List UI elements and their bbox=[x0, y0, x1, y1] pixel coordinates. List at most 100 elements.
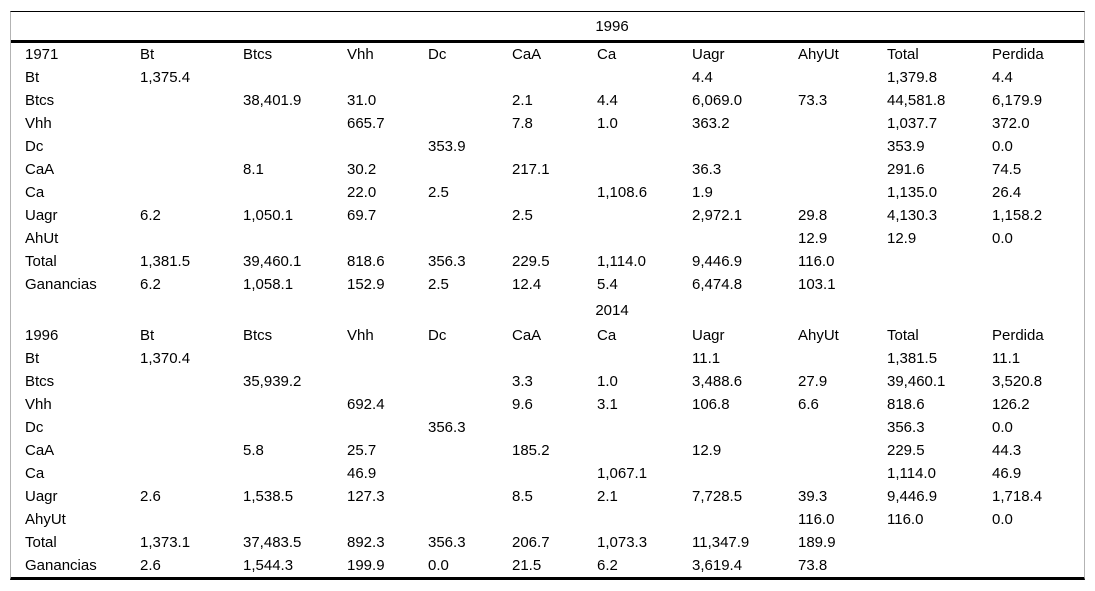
row-label: AhyUt bbox=[25, 511, 66, 528]
value-cell: 2.5 bbox=[428, 276, 449, 293]
value-cell bbox=[229, 112, 333, 135]
value-cell bbox=[583, 508, 678, 531]
value-cell: 1,158.2 bbox=[992, 207, 1043, 224]
value-cell bbox=[414, 370, 498, 393]
value-cell: 9,446.9 bbox=[692, 253, 743, 270]
table-row: Btcs 38,401.9 31.0 2.1 4.4 6,069.0 73.3 44,581.… bbox=[11, 89, 1084, 112]
value-cell: 27.9 bbox=[798, 373, 828, 390]
row-label: Bt bbox=[25, 350, 40, 367]
value-cell bbox=[498, 462, 583, 485]
value-cell: 1,538.5 bbox=[243, 488, 294, 505]
value-cell: 6,474.8 bbox=[692, 276, 743, 293]
value-cell: 21.5 bbox=[512, 557, 542, 574]
value-cell bbox=[784, 181, 873, 204]
value-cell: 25.7 bbox=[347, 442, 377, 459]
value-cell: 103.1 bbox=[798, 276, 836, 293]
value-cell bbox=[229, 462, 333, 485]
value-cell: 0.0 bbox=[992, 419, 1013, 436]
row-label: Vhh bbox=[25, 396, 52, 413]
column-header: Total bbox=[887, 327, 919, 344]
column-header: AhyUt bbox=[798, 46, 839, 63]
table-row: Btcs 35,939.2 3.3 1.0 3,488.6 27.9 39,460.1 3,5… bbox=[11, 370, 1084, 393]
column-header: CaA bbox=[512, 327, 542, 344]
value-cell: 73.8 bbox=[798, 557, 828, 574]
value-cell bbox=[126, 181, 229, 204]
value-cell: 1,370.4 bbox=[140, 350, 191, 367]
value-cell: 0.0 bbox=[992, 138, 1013, 155]
row-header-year: 1996 bbox=[25, 327, 59, 344]
row-label: Dc bbox=[25, 138, 44, 155]
value-cell: 31.0 bbox=[347, 92, 377, 109]
value-cell: 372.0 bbox=[992, 115, 1030, 132]
value-cell: 11.1 bbox=[992, 350, 1021, 367]
section-caption-row: 1996 bbox=[11, 12, 1085, 43]
value-cell: 1,114.0 bbox=[887, 465, 936, 482]
column-header: Vhh bbox=[347, 327, 374, 344]
value-cell: 9,446.9 bbox=[887, 488, 938, 505]
value-cell: 74.5 bbox=[992, 161, 1022, 178]
value-cell bbox=[678, 227, 784, 250]
value-cell bbox=[414, 112, 498, 135]
value-cell bbox=[414, 66, 498, 89]
value-cell bbox=[583, 439, 678, 462]
value-cell bbox=[333, 416, 414, 439]
column-header: Uagr bbox=[692, 46, 725, 63]
value-cell bbox=[414, 347, 498, 370]
value-cell bbox=[229, 347, 333, 370]
value-cell: 8.1 bbox=[243, 161, 264, 178]
value-cell: 818.6 bbox=[887, 396, 925, 413]
row-label: Ganancias bbox=[25, 557, 97, 574]
value-cell: 1,379.8 bbox=[887, 69, 938, 86]
table-row: AhUt 12.9 12.9 0.0 bbox=[11, 227, 1084, 250]
value-cell: 2.5 bbox=[428, 184, 449, 201]
column-header: Perdida bbox=[992, 327, 1044, 344]
value-cell: 73.3 bbox=[798, 92, 828, 109]
value-cell: 39,460.1 bbox=[887, 373, 946, 390]
value-cell: 12.9 bbox=[692, 442, 722, 459]
value-cell bbox=[678, 462, 784, 485]
value-cell: 4.4 bbox=[992, 69, 1013, 86]
table-row: Ca 22.0 2.5 1,108.6 1.9 1,135.0 26.4 bbox=[11, 181, 1084, 204]
value-cell bbox=[873, 273, 978, 296]
table-row: Uagr 6.2 1,050.1 69.7 2.5 2,972.1 29.8 4,130.3 1… bbox=[11, 204, 1084, 227]
value-cell: 44.3 bbox=[992, 442, 1022, 459]
value-cell: 39.3 bbox=[798, 488, 828, 505]
row-label: Uagr bbox=[25, 207, 58, 224]
value-cell bbox=[229, 66, 333, 89]
value-cell bbox=[414, 462, 498, 485]
table-row: Dc 353.9 353.9 0.0 bbox=[11, 135, 1084, 158]
value-cell: 6.2 bbox=[140, 276, 161, 293]
value-cell: 6.2 bbox=[597, 557, 618, 574]
value-cell: 1.0 bbox=[597, 373, 618, 390]
column-header: Bt bbox=[140, 327, 155, 344]
value-cell: 152.9 bbox=[347, 276, 385, 293]
table-row: Total 1,381.5 39,460.1 818.6 356.3 229.5 1,114… bbox=[11, 250, 1084, 273]
value-cell bbox=[126, 135, 229, 158]
value-cell: 2.6 bbox=[140, 557, 161, 574]
value-cell: 229.5 bbox=[512, 253, 550, 270]
value-cell: 69.7 bbox=[347, 207, 377, 224]
value-cell: 36.3 bbox=[692, 161, 722, 178]
value-cell bbox=[414, 485, 498, 508]
value-cell bbox=[583, 416, 678, 439]
value-cell bbox=[873, 531, 978, 554]
value-cell: 30.2 bbox=[347, 161, 377, 178]
value-cell bbox=[784, 439, 873, 462]
column-header: Ca bbox=[597, 46, 617, 63]
value-cell bbox=[978, 250, 1084, 273]
value-cell bbox=[229, 416, 333, 439]
table-row: Bt 1,370.4 11.1 1,381.5 11.1 bbox=[11, 347, 1084, 370]
section-caption: 1996 bbox=[126, 12, 1085, 43]
table-row: Bt 1,375.4 4.4 1,379.8 4.4 bbox=[11, 66, 1084, 89]
column-header: Btcs bbox=[243, 327, 273, 344]
value-cell: 12.9 bbox=[887, 230, 917, 247]
row-header-year: 1971 bbox=[25, 46, 59, 63]
value-cell bbox=[873, 250, 978, 273]
column-header: Vhh bbox=[347, 46, 374, 63]
row-label: CaA bbox=[25, 161, 55, 178]
value-cell: 116.0 bbox=[798, 253, 835, 270]
value-cell bbox=[583, 66, 678, 89]
value-cell: 6,179.9 bbox=[992, 92, 1043, 109]
value-cell bbox=[333, 508, 414, 531]
value-cell bbox=[333, 370, 414, 393]
